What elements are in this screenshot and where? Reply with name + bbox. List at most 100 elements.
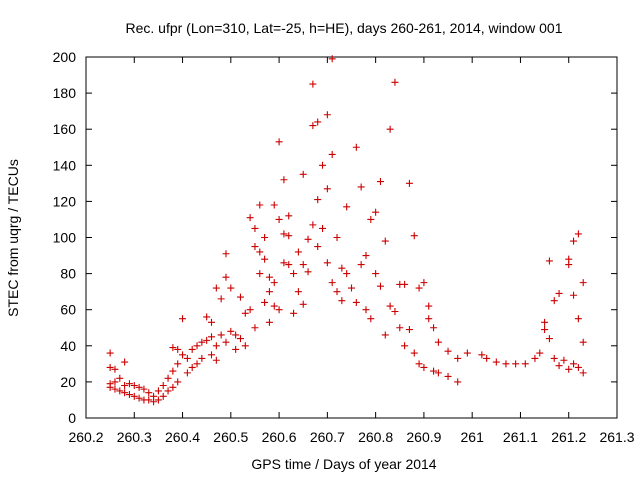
data-point (246, 214, 254, 222)
data-point (309, 80, 317, 88)
data-point (111, 365, 119, 373)
data-point (116, 374, 124, 382)
data-point (265, 273, 273, 281)
data-point (304, 268, 312, 276)
data-point (188, 363, 196, 371)
data-point (193, 342, 201, 350)
data-point (121, 382, 129, 390)
data-point (444, 372, 452, 380)
data-point (241, 309, 249, 317)
data-point (323, 185, 331, 193)
data-point (183, 369, 191, 377)
data-point (420, 279, 428, 287)
data-point (304, 235, 312, 243)
y-tick-label: 60 (60, 302, 76, 318)
data-point (130, 382, 138, 390)
data-point (570, 237, 578, 245)
data-point (121, 358, 129, 366)
data-point (164, 387, 172, 395)
data-point (338, 264, 346, 272)
data-point (106, 383, 114, 391)
data-point (550, 297, 558, 305)
x-tick-label: 260.9 (406, 429, 441, 445)
data-point (362, 306, 370, 314)
data-point (217, 331, 225, 339)
data-point (270, 279, 278, 287)
data-point (299, 261, 307, 269)
data-point (116, 387, 124, 395)
data-point (333, 234, 341, 241)
x-tick-label: 260.2 (68, 429, 103, 445)
data-point (348, 284, 355, 292)
data-point (574, 315, 582, 323)
data-point (198, 354, 206, 362)
data-point (294, 248, 302, 256)
data-point (212, 356, 220, 364)
y-tick-label: 0 (68, 410, 76, 426)
x-tick-label: 260.7 (310, 429, 345, 445)
data-point (420, 363, 428, 371)
data-point (227, 284, 235, 292)
data-point (357, 183, 365, 191)
data-point (386, 302, 394, 310)
data-point (150, 398, 158, 406)
data-point (169, 383, 177, 391)
x-tick-label: 260.3 (117, 429, 152, 445)
x-axis: 260.2 260.3 260.4 260.5 260.6 260.7 260.8 260.9… (68, 57, 635, 445)
data-point (454, 354, 462, 362)
x-tick-label: 261.2 (551, 429, 586, 445)
data-point (222, 273, 230, 281)
data-point (541, 318, 549, 326)
data-point (352, 143, 360, 151)
data-point (574, 230, 582, 238)
data-point (415, 360, 423, 368)
data-point (323, 259, 331, 267)
data-point (169, 367, 177, 375)
data-point (328, 150, 336, 158)
x-tick-label: 260.6 (262, 429, 297, 445)
chart-title: Rec. ufpr (Lon=310, Lat=-25, h=HE), days… (125, 20, 562, 36)
data-point (217, 295, 225, 303)
data-point (125, 380, 133, 388)
data-point (425, 302, 433, 310)
data-point (265, 318, 273, 326)
data-point (275, 138, 283, 146)
data-point (208, 318, 216, 326)
data-point (352, 298, 360, 306)
data-point (314, 118, 322, 126)
data-point (275, 215, 283, 223)
data-point (232, 345, 240, 353)
y-tick-label: 80 (60, 266, 76, 282)
data-point (323, 111, 331, 119)
data-point (208, 333, 216, 341)
data-point (106, 349, 114, 357)
data-point (111, 385, 119, 393)
data-point (372, 208, 380, 216)
data-point (579, 338, 587, 346)
data-point (135, 394, 143, 402)
data-point (145, 389, 153, 397)
data-point (381, 237, 389, 245)
y-tick-label: 120 (53, 193, 77, 209)
data-point (285, 232, 293, 240)
data-point (545, 335, 553, 343)
data-point (565, 261, 573, 269)
x-axis-label: GPS time / Days of year 2014 (251, 456, 436, 472)
data-point (512, 360, 520, 368)
y-tick-label: 160 (53, 121, 77, 137)
data-point (183, 354, 191, 362)
data-point (570, 291, 578, 299)
data-point (319, 161, 327, 169)
data-point (135, 383, 143, 391)
data-point (328, 279, 336, 287)
data-point (140, 385, 148, 393)
data-point (386, 125, 394, 133)
data-point (430, 324, 438, 332)
data-point (121, 389, 129, 397)
data-point (261, 234, 269, 241)
data-point (270, 302, 278, 310)
data-point (362, 252, 370, 260)
data-point (299, 300, 307, 308)
data-point (285, 212, 293, 220)
data-point (478, 351, 486, 359)
